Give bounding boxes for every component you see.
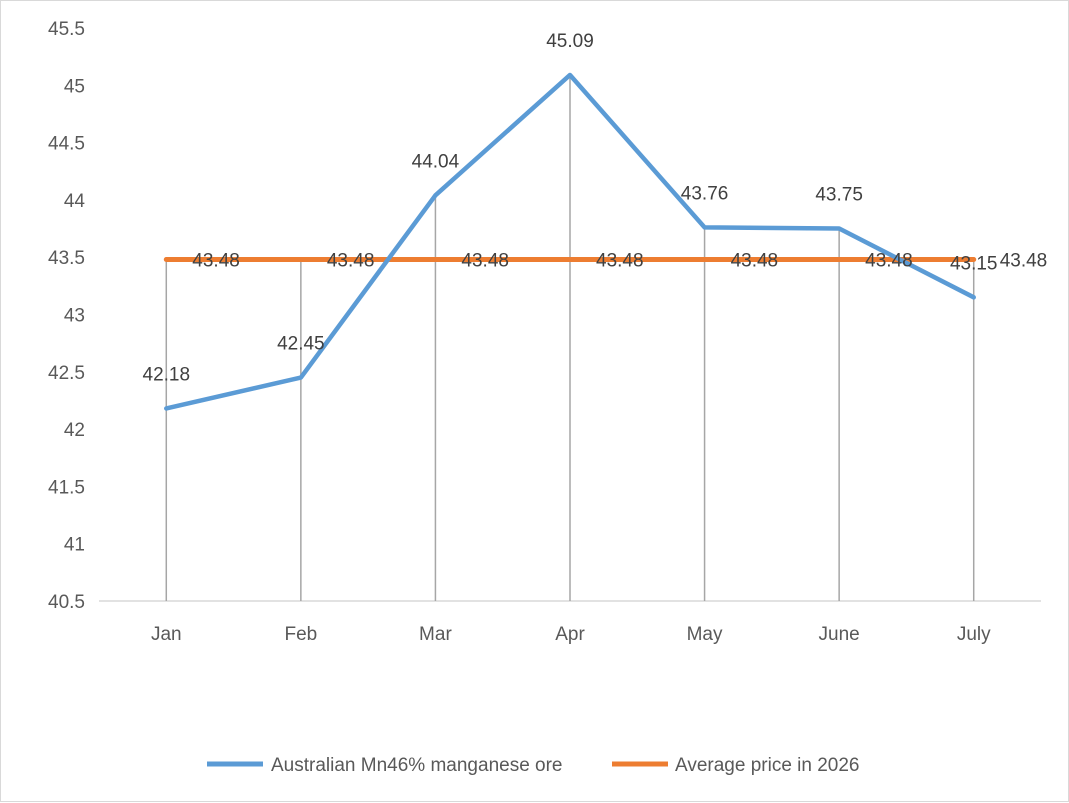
y-tick-label: 44 [64,191,86,212]
y-axis: 40.5 41 41.5 42 42.5 43 43.5 44 44.5 45 45.5 [48,19,85,613]
data-label-average: 43.48 [865,250,913,271]
legend-label-average: Average price in 2026 [675,755,860,776]
x-tick-label: June [819,624,860,645]
data-label-mn46: 44.04 [412,151,460,172]
legend: Australian Mn46% manganese ore Average p… [207,755,860,776]
y-tick-label: 40.5 [48,592,85,613]
x-tick-label: Apr [555,624,585,645]
y-tick-label: 43 [64,306,85,327]
data-label-mn46: 43.75 [815,185,863,206]
data-label-mn46: 43.76 [681,183,729,204]
data-label-average: 43.48 [1000,250,1048,271]
legend-label-mn46: Australian Mn46% manganese ore [271,755,563,776]
data-label-mn46: 43.15 [950,253,998,274]
y-tick-label: 43.5 [48,248,85,269]
x-tick-label: May [687,624,723,645]
y-tick-label: 45.5 [48,19,85,40]
y-tick-label: 44.5 [48,134,85,155]
series-lines [163,72,977,411]
data-label-average: 43.48 [461,250,509,271]
data-label-average: 43.48 [731,250,779,271]
series-line-mn46 [164,72,976,411]
data-label-mn46: 42.45 [277,334,325,355]
x-tick-label: July [957,624,991,645]
x-tick-label: Jan [151,624,182,645]
data-label-average: 43.48 [596,250,644,271]
data-label-mn46: 45.09 [546,31,594,52]
x-tick-label: Feb [284,624,317,645]
x-tick-label: Mar [419,624,452,645]
x-axis: Jan Feb Mar Apr May June July [99,600,1041,645]
drop-lines [165,74,975,601]
y-tick-label: 42 [64,420,85,441]
y-tick-label: 41 [64,535,85,556]
data-label-average: 43.48 [192,250,240,271]
data-label-average: 43.48 [327,250,375,271]
y-tick-label: 42.5 [48,363,85,384]
data-label-mn46: 42.18 [143,364,191,385]
y-tick-label: 41.5 [48,477,85,498]
y-tick-label: 45 [64,76,85,97]
